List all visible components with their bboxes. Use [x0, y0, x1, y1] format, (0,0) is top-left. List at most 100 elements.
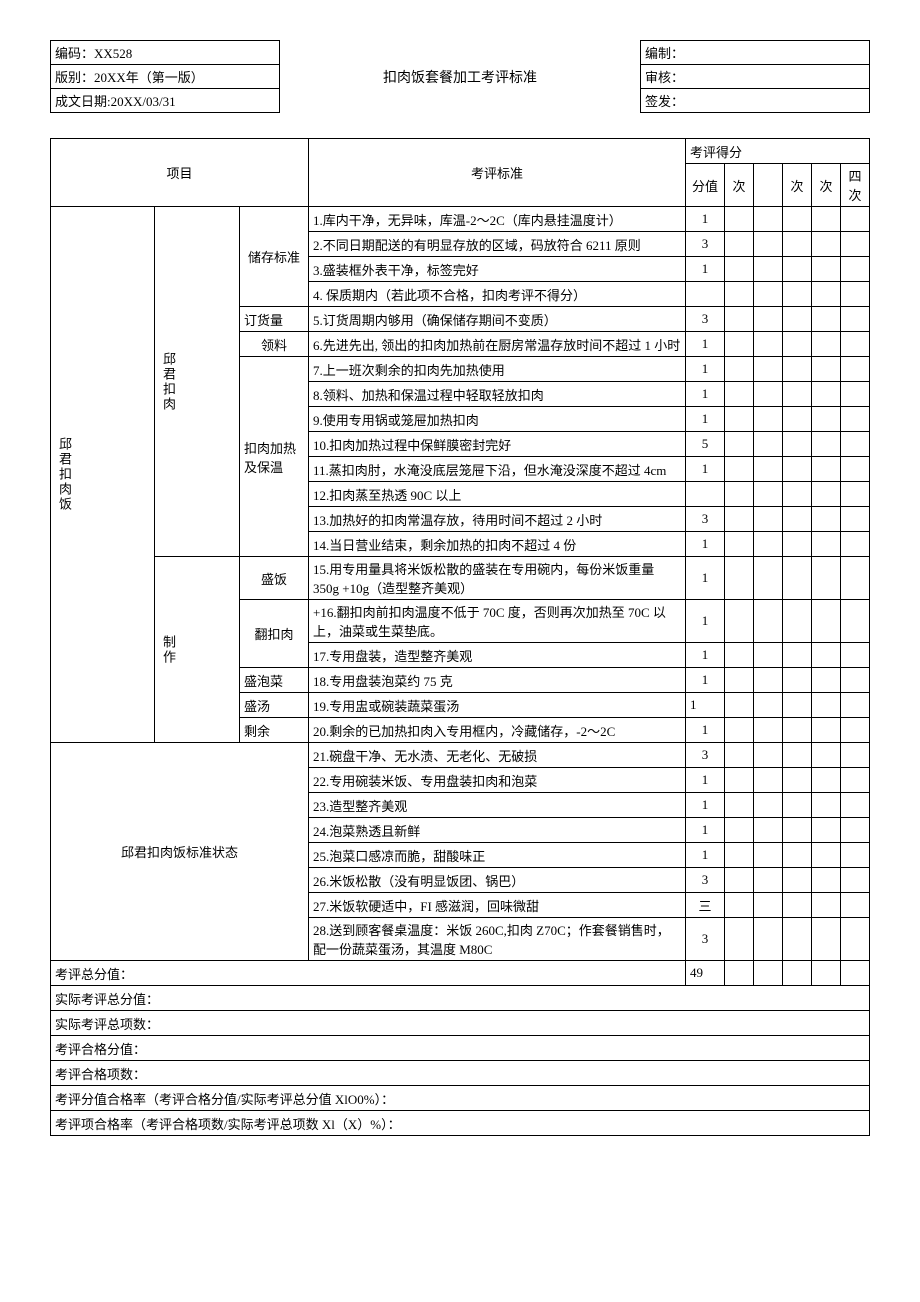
pass-items: 考评合格项数： — [51, 1061, 870, 1086]
row-text: 4. 保质期内（若此项不合格，扣肉考评不得分） — [309, 282, 686, 307]
row-text: 9.使用专用锅或笼屉加热扣肉 — [309, 407, 686, 432]
row-score: 1 — [686, 382, 725, 407]
time3-header: 次 — [812, 164, 841, 207]
criteria-header: 考评标准 — [309, 139, 686, 207]
total-label: 考评总分值： — [51, 961, 686, 986]
row-score: 1 — [686, 793, 725, 818]
main-table: 项目 考评标准 考评得分 分值 次 次 次 四次 邱君扣肉饭 邱君扣肉 储存标准… — [50, 138, 870, 1136]
actual-items: 实际考评总项数： — [51, 1011, 870, 1036]
row-score: 1 — [686, 207, 725, 232]
row-text: 14.当日营业结束，剩余加热的扣肉不超过 4 份 — [309, 532, 686, 557]
row-score: 1 — [686, 257, 725, 282]
row-text: 22.专用碗装米饭、专用盘装扣肉和泡菜 — [309, 768, 686, 793]
row-score: 3 — [686, 232, 725, 257]
order-cell: 订货量 — [240, 307, 309, 332]
row-text: 26.米饭松散（没有明显饭团、锅巴） — [309, 868, 686, 893]
time2-header: 次 — [783, 164, 812, 207]
row-score: 3 — [686, 868, 725, 893]
row-text: 1.库内干净，无异味，库温-2～2C（库内悬挂温度计） — [309, 207, 686, 232]
row-score: 1 — [686, 457, 725, 482]
row-text: 23.造型整齐美观 — [309, 793, 686, 818]
row-text: 21.碗盘干净、无水渍、无老化、无破损 — [309, 743, 686, 768]
making-cell: 制作 — [155, 557, 240, 743]
row-text: 3.盛装框外表干净，标签完好 — [309, 257, 686, 282]
row-text: +16.翻扣肉前扣肉温度不低于 70C 度，否则再次加热至 70C 以上，油菜或… — [309, 600, 686, 643]
row-text: 19.专用盅或碗装蔬菜蛋汤 — [309, 693, 686, 718]
row-text: 13.加热好的扣肉常温存放，待用时间不超过 2 小时 — [309, 507, 686, 532]
reviewed-cell: 审核： — [641, 65, 870, 89]
row-text: 25.泡菜口感凉而脆，甜酸味正 — [309, 843, 686, 868]
pass-score: 考评合格分值： — [51, 1036, 870, 1061]
row-text: 2.不同日期配送的有明显存放的区域，码放符合 6211 原则 — [309, 232, 686, 257]
actual-total: 实际考评总分值： — [51, 986, 870, 1011]
row-score: 1 — [686, 643, 725, 668]
row-text: 20.剩余的已加热扣肉入专用框内，冷藏储存，-2～2C — [309, 718, 686, 743]
score-header: 考评得分 — [686, 139, 870, 164]
row-text: 6.先进先出, 领出的扣肉加热前在厨房常温存放时间不超过 1 小时 — [309, 332, 686, 357]
value-header: 分值 — [686, 164, 725, 207]
qiujun-kourou-cell: 邱君扣肉 — [155, 207, 240, 557]
row-score — [686, 482, 725, 507]
storage-cell: 储存标准 — [240, 207, 309, 307]
row-score: 1 — [686, 557, 725, 600]
row-score: 1 — [686, 668, 725, 693]
main-dish-cell: 邱君扣肉饭 — [51, 207, 155, 743]
project-header: 项目 — [51, 139, 309, 207]
pickle-cell: 盛泡菜 — [240, 668, 309, 693]
time1-header: 次 — [725, 164, 754, 207]
standard-state-cell: 邱君扣肉饭标准状态 — [51, 743, 309, 961]
code-value: XX528 — [94, 46, 132, 61]
approved-cell: 签发： — [641, 89, 870, 113]
date-cell: 成文日期:20XX/03/31 — [51, 89, 280, 113]
heating-cell: 扣肉加热及保温 — [240, 357, 309, 557]
title-cell: 扣肉饭套餐加工考评标准 — [280, 41, 641, 113]
row-text: 8.领料、加热和保温过程中轻取轻放扣肉 — [309, 382, 686, 407]
code-label: 编码： — [55, 46, 94, 61]
date-label: 成文日期: — [55, 94, 111, 109]
row-text: 27.米饭软硬适中，FI 感滋润，回味微甜 — [309, 893, 686, 918]
header-table: 编码：XX528 扣肉饭套餐加工考评标准 编制： 版别：20XX年（第一版） 审… — [50, 40, 870, 113]
item-rate: 考评项合格率（考评合格项数/实际考评总项数 Xl（X）%）： — [51, 1111, 870, 1136]
row-score: 3 — [686, 307, 725, 332]
row-text: 7.上一班次剩余的扣肉先加热使用 — [309, 357, 686, 382]
prepared-cell: 编制： — [641, 41, 870, 65]
blank1 — [754, 164, 783, 207]
row-score: 1 — [686, 332, 725, 357]
row-score: 1 — [686, 768, 725, 793]
row-text: 10.扣肉加热过程中保鲜膜密封完好 — [309, 432, 686, 457]
version-label: 版别： — [55, 70, 94, 85]
row-score — [686, 282, 725, 307]
row-score: 5 — [686, 432, 725, 457]
row-score: 1 — [686, 600, 725, 643]
row-score: 1 — [686, 357, 725, 382]
code-cell: 编码：XX528 — [51, 41, 280, 65]
time4-header: 四次 — [841, 164, 870, 207]
total-value: 49 — [686, 961, 725, 986]
row-score: 1 — [686, 818, 725, 843]
row-text: 28.送到顾客餐桌温度：米饭 260C,扣肉 Z70C；作套餐销售时，配一份蔬菜… — [309, 918, 686, 961]
row-score: 三 — [686, 893, 725, 918]
flip-cell: 翻扣肉 — [240, 600, 309, 668]
row-text: 17.专用盘装，造型整齐美观 — [309, 643, 686, 668]
row-score: 1 — [686, 843, 725, 868]
row-score: 1 — [686, 693, 725, 718]
row-text: 24.泡菜熟透且新鲜 — [309, 818, 686, 843]
row-text: 18.专用盘装泡菜约 75 克 — [309, 668, 686, 693]
row-score: 1 — [686, 718, 725, 743]
row-score: 3 — [686, 743, 725, 768]
row-text: 15.用专用量具将米饭松散的盛装在专用碗内，每份米饭重量 350g +10g（造… — [309, 557, 686, 600]
soup-cell: 盛汤 — [240, 693, 309, 718]
version-cell: 版别：20XX年（第一版） — [51, 65, 280, 89]
rice-cell: 盛饭 — [240, 557, 309, 600]
row-score: 1 — [686, 407, 725, 432]
row-score: 3 — [686, 507, 725, 532]
date-value: 20XX/03/31 — [111, 94, 176, 109]
remain-cell: 剩余 — [240, 718, 309, 743]
row-score: 3 — [686, 918, 725, 961]
pickup-cell: 领料 — [240, 332, 309, 357]
row-text: 12.扣肉蒸至热透 90C 以上 — [309, 482, 686, 507]
row-text: 11.蒸扣肉肘，水淹没底层笼屉下沿，但水淹没深度不超过 4cm — [309, 457, 686, 482]
row-score: 1 — [686, 532, 725, 557]
version-value: 20XX年（第一版） — [94, 70, 204, 85]
row-text: 5.订货周期内够用（确保储存期间不变质） — [309, 307, 686, 332]
